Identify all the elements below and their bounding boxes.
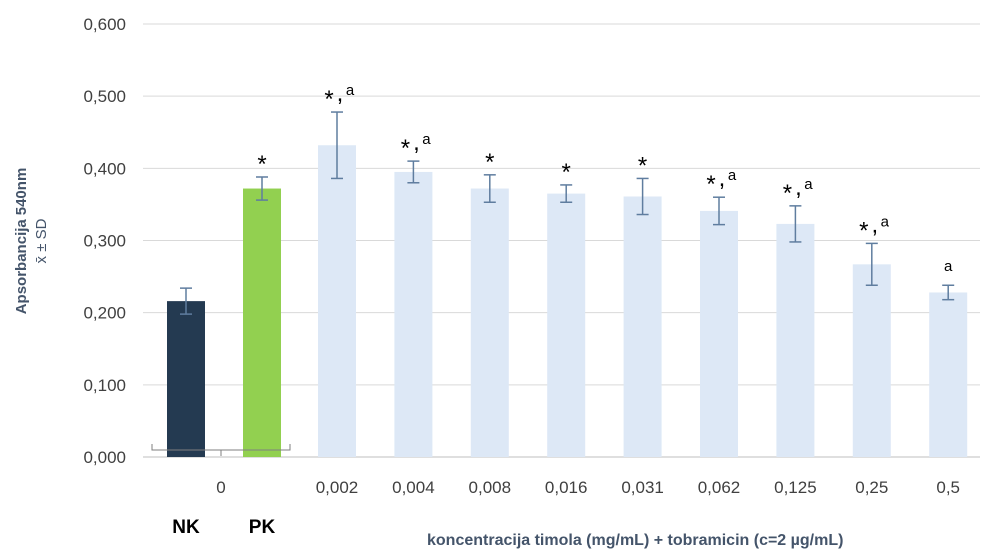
control-tick-label: 0 [216,478,225,497]
bar-0,031 [623,196,662,457]
significance-star: * [257,151,266,178]
x-tick-label: 0,25 [855,478,888,497]
bar-0,062 [700,210,738,457]
svg-text:Apsorbancija540nm: Apsorbancija 540nm [13,168,30,315]
x-tick-label: 0,016 [545,478,588,497]
y-tick-label: 0,400 [83,159,126,178]
y-axis-label-line2: x̄ ± SD [33,218,50,263]
x-tick-label: 0,062 [698,478,741,497]
bars [167,145,968,458]
bar-0,004 [394,171,433,458]
error-bars [180,111,955,315]
y-tick-label: 0,000 [83,448,126,467]
significance-letter: a [346,82,355,99]
y-tick-label: 0,100 [83,376,126,395]
significance-letter: a [944,258,953,275]
significance-star: * [485,149,494,176]
y-tick-label: 0,500 [83,87,126,106]
y-tick-label: 0,200 [83,304,126,323]
x-axis-label: koncentracija timola (mg/mL) + tobramici… [427,532,843,549]
significance-star: * [783,180,792,207]
bar-0,002 [318,145,356,458]
significance-star: * [562,159,571,186]
y-axis-tick-labels: 0,000 0,100 0,200 0,300 0,400 0,500 0,600 [83,15,126,467]
x-tick-label: 0,004 [392,478,435,497]
bar-PK [243,188,281,458]
x-tick-label: 0,5 [936,478,960,497]
significance-star: * [859,217,868,244]
significance-letter: a [728,167,737,184]
bar-0,125 [776,223,815,457]
bar-0,5 [929,292,968,457]
y-axis-label-subscript: 540nm [13,168,30,216]
significance-star: * [638,152,647,179]
significance-letter: a [804,176,813,193]
x-tick-label: 0,125 [774,478,817,497]
pk-label: PK [249,517,276,538]
x-tick-label: 0,008 [469,478,512,497]
significance-star: * [401,135,410,162]
significance-letter: a [881,213,890,230]
nk-label: NK [172,517,200,538]
bar-0,008 [470,188,509,458]
x-tick-label: 0,031 [621,478,664,497]
bar-NK [167,301,205,457]
significance-annotations: **, a*, a* * **, a*, a*, aa [257,80,953,275]
significance-comma: , [795,174,802,201]
x-tick-label: 0,002 [316,478,359,497]
significance-comma: , [871,211,878,238]
bar-0,016 [547,193,586,457]
significance-comma: , [719,165,726,192]
x-axis-tick-labels: 0,002 0,004 0,008 0,016 0,031 0,062 0,125 0,25 0… [316,478,960,497]
y-tick-label: 0,300 [83,232,126,251]
y-tick-label: 0,600 [83,15,126,34]
significance-star: * [324,86,333,113]
y-axis-label: Apsorbancija [13,219,30,315]
significance-comma: , [337,80,344,107]
bar-0,25 [852,264,891,457]
significance-letter: a [422,131,431,148]
significance-star: * [706,171,715,198]
significance-comma: , [413,129,420,156]
